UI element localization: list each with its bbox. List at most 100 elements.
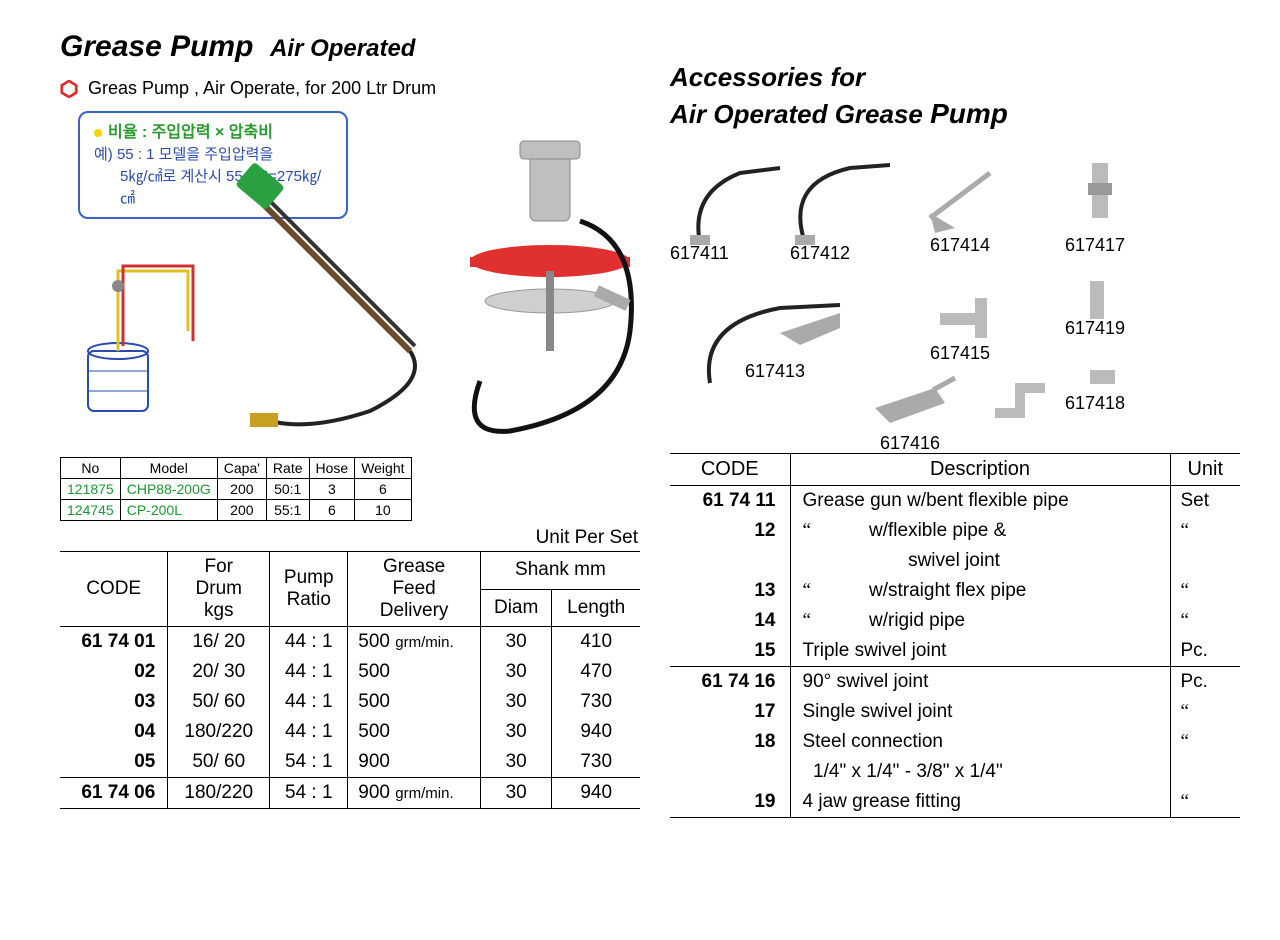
hex-bullet-icon — [60, 80, 78, 98]
spec-table-cell: 730 — [552, 687, 640, 717]
acc-image-617418b — [1080, 358, 1125, 398]
acc-table-row: 15Triple swivel jointPc. — [670, 636, 1240, 667]
unit-per-set-label: Unit Per Set — [60, 527, 638, 549]
acc-cell-desc: swivel joint — [790, 546, 1170, 576]
acc-cell-desc: “ w/flexible pipe & — [790, 516, 1170, 546]
spec-th-code: CODE — [60, 552, 168, 627]
kbox-line1: 비율 : 주입압력 × 압축비 — [108, 121, 273, 144]
spec-table: CODE ForDrumkgs PumpRatio GreaseFeedDeli… — [60, 551, 640, 809]
spec-table-cell: 44 : 1 — [270, 627, 348, 658]
spec-table-cell: 05 — [60, 747, 168, 778]
acc-cell-code: 14 — [670, 606, 790, 636]
acc-cell-desc: 1/4" x 1/4" - 3/8" x 1/4" — [790, 757, 1170, 787]
pump-assembly-image — [450, 131, 650, 451]
acc-label-617417: 617417 — [1065, 235, 1125, 256]
acc-table-row: 194 jaw grease fitting“ — [670, 787, 1240, 818]
acc-table-row: 17Single swivel joint“ — [670, 697, 1240, 727]
acc-cell-desc: 4 jaw grease fitting — [790, 787, 1170, 818]
acc-cell-unit: “ — [1170, 727, 1240, 757]
spec-table-cell: 16/ 20 — [168, 627, 270, 658]
acc-cell-code: 12 — [670, 516, 790, 546]
spec-table-cell: 54 : 1 — [270, 778, 348, 809]
spec-table-cell: 50/ 60 — [168, 687, 270, 717]
spec-table-cell: 500 — [348, 657, 481, 687]
model-th-no: No — [61, 458, 121, 479]
spec-table-row: 0220/ 3044 : 150030470 — [60, 657, 640, 687]
subtitle-line: Greas Pump , Air Operate, for 200 Ltr Dr… — [60, 78, 640, 99]
model-table-cell: 200 — [217, 500, 266, 521]
title-sub-text: Air Operated — [270, 35, 415, 62]
acc-cell-code: 61 74 16 — [670, 666, 790, 697]
acc-cell-unit: “ — [1170, 697, 1240, 727]
model-th-weight: Weight — [355, 458, 411, 479]
spec-table-cell: 180/220 — [168, 717, 270, 747]
spec-table-cell: 500 — [348, 687, 481, 717]
title-main-text: Grease Pump — [60, 30, 253, 63]
model-table-cell: 124745 — [61, 500, 121, 521]
model-table-cell: 200 — [217, 479, 266, 500]
model-table-cell: 121875 — [61, 479, 121, 500]
spec-table-cell: 30 — [480, 778, 552, 809]
spec-table-cell: 44 : 1 — [270, 687, 348, 717]
acc-label-617412: 617412 — [790, 243, 850, 264]
acc-th-code: CODE — [670, 453, 790, 485]
model-table-row: 124745CP-200L20055:1610 — [61, 500, 412, 521]
spec-table-cell: 61 74 06 — [60, 778, 168, 809]
spec-table-row: 0350/ 6044 : 150030730 — [60, 687, 640, 717]
acc-cell-desc: 90° swivel joint — [790, 666, 1170, 697]
acc-cell-unit: Set — [1170, 485, 1240, 516]
spec-table-cell: 180/220 — [168, 778, 270, 809]
acc-cell-unit: “ — [1170, 576, 1240, 606]
acc-table-row: 18Steel connection“ — [670, 727, 1240, 757]
subtitle-text: Greas Pump , Air Operate, for 200 Ltr Dr… — [88, 78, 436, 99]
spec-table-cell: 30 — [480, 687, 552, 717]
acc-title-line1: Accessories for — [670, 62, 865, 92]
acc-title-line2a: Air Operated Grease — [670, 99, 930, 129]
model-th-rate: Rate — [266, 458, 309, 479]
acc-label-617416: 617416 — [880, 433, 940, 454]
accessories-image-zone: 617411 617412 617414 617417 617413 61741… — [670, 143, 1240, 443]
acc-table-row: 12“ w/flexible pipe &“ — [670, 516, 1240, 546]
acc-title-line2b: Pump — [930, 98, 1008, 129]
acc-cell-unit: Pc. — [1170, 636, 1240, 667]
spec-table-cell: 500 — [348, 717, 481, 747]
spec-table-cell: 44 : 1 — [270, 657, 348, 687]
spec-table-cell: 30 — [480, 717, 552, 747]
acc-cell-unit: Pc. — [1170, 666, 1240, 697]
acc-table-row: 61 74 11Grease gun w/bent flexible pipeS… — [670, 485, 1240, 516]
acc-image-617414 — [920, 158, 1010, 238]
spec-th-feed: GreaseFeedDelivery — [348, 552, 481, 627]
acc-cell-desc: Triple swivel joint — [790, 636, 1170, 667]
model-table: No Model Capa' Rate Hose Weight 121875CH… — [60, 457, 412, 521]
acc-cell-desc: Grease gun w/bent flexible pipe — [790, 485, 1170, 516]
acc-cell-code: 19 — [670, 787, 790, 818]
spec-table-cell: 940 — [552, 778, 640, 809]
acc-cell-code: 18 — [670, 727, 790, 757]
spec-table-cell: 20/ 30 — [168, 657, 270, 687]
acc-cell-code: 13 — [670, 576, 790, 606]
acc-table-row: 1/4" x 1/4" - 3/8" x 1/4" — [670, 757, 1240, 787]
acc-image-617412 — [780, 153, 900, 253]
acc-table-row: 14“ w/rigid pipe“ — [670, 606, 1240, 636]
spec-table-row: 61 74 0116/ 2044 : 1500 grm/min.30410 — [60, 627, 640, 658]
spec-table-cell: 02 — [60, 657, 168, 687]
acc-cell-desc: “ w/rigid pipe — [790, 606, 1170, 636]
acc-table-row: swivel joint — [670, 546, 1240, 576]
acc-th-desc: Description — [790, 453, 1170, 485]
acc-table-row: 61 74 1690° swivel jointPc. — [670, 666, 1240, 697]
model-table-cell: CHP88-200G — [120, 479, 217, 500]
acc-cell-unit — [1170, 757, 1240, 787]
spec-table-cell: 470 — [552, 657, 640, 687]
accessories-title: Accessories for Air Operated Grease Pump — [670, 60, 1240, 133]
acc-label-617415: 617415 — [930, 343, 990, 364]
spec-table-cell: 30 — [480, 657, 552, 687]
drum-diagram-image — [68, 231, 208, 431]
acc-label-617414: 617414 — [930, 235, 990, 256]
spec-table-cell: 30 — [480, 627, 552, 658]
spec-table-cell: 730 — [552, 747, 640, 778]
spec-table-cell: 04 — [60, 717, 168, 747]
product-image-zone: 비율 : 주입압력 × 압축비 예) 55 : 1 모델을 주입압력을 5㎏/㎠… — [60, 111, 640, 451]
acc-label-617419: 617419 — [1065, 318, 1125, 339]
acc-cell-code: 17 — [670, 697, 790, 727]
model-table-cell: 6 — [355, 479, 411, 500]
